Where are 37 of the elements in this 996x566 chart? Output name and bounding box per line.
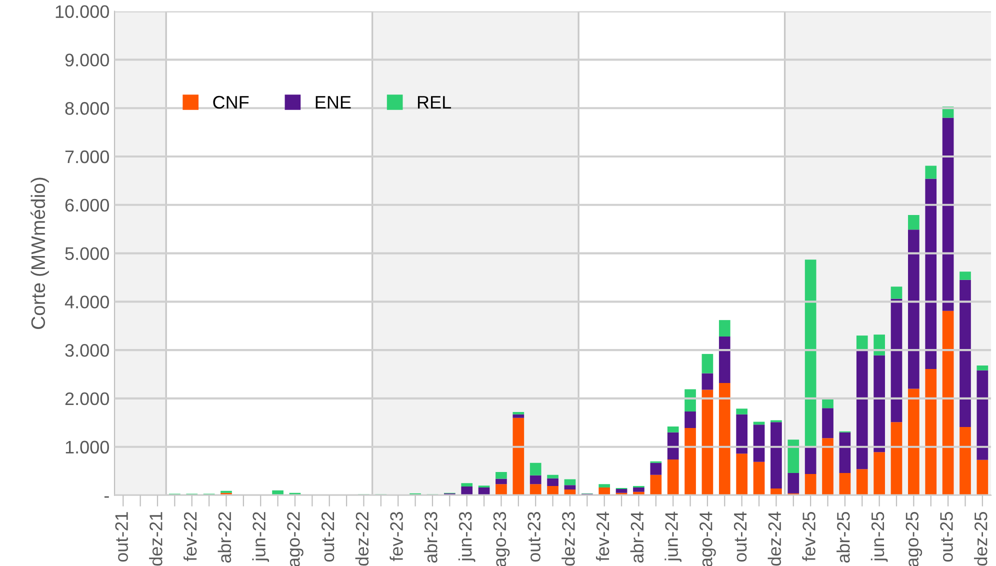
x-tick-label: fev-23: [390, 512, 403, 562]
x-tick-label: dez-21: [149, 512, 162, 566]
y-tick-label: 10.000: [56, 5, 109, 18]
y-tick-label: 3.000: [65, 344, 109, 357]
x-tick-label: jun-25: [870, 512, 888, 562]
x-tick-label: jun-22: [252, 512, 270, 562]
x-tick-label: dez-23: [562, 512, 575, 566]
x-tick-label: fev-22: [183, 512, 197, 562]
x-tick-label: out-25: [940, 512, 953, 562]
y-axis-title: Corte (MWmédio): [30, 178, 49, 329]
x-tick-label: out-24: [734, 512, 747, 562]
x-tick-label: abr-25: [836, 512, 850, 563]
y-tick-label: 5.000: [65, 247, 109, 260]
x-tick-label: dez-25: [974, 512, 988, 566]
y-tick-label: 6.000: [65, 198, 109, 212]
y-tick-label: 2.000: [65, 392, 109, 406]
legend-label: ENE: [316, 96, 351, 108]
y-tick-label: 7.000: [65, 150, 109, 164]
y-tick-label: 9.000: [65, 54, 109, 66]
legend-label: CNF: [213, 96, 249, 109]
x-tick-label: fev-25: [802, 512, 816, 562]
y-tick-label: 4.000: [64, 296, 109, 308]
x-tick-label: abr-24: [630, 512, 644, 563]
x-tick-label: dez-24: [768, 512, 782, 566]
x-tick-label: jun-23: [458, 512, 476, 562]
x-tick-label: out-22: [321, 512, 334, 562]
x-tick-label: abr-23: [424, 512, 438, 563]
x-tick-label: abr-22: [218, 512, 232, 563]
y-tick-label: -: [104, 496, 109, 498]
x-tick-label: dez-22: [355, 512, 369, 566]
legend-label: REL: [418, 96, 452, 108]
y-tick-label: 1.000: [66, 440, 109, 454]
x-tick-label: out-21: [115, 512, 128, 562]
x-tick-label: jun-24: [664, 512, 682, 562]
y-tick-label: 8.000: [65, 102, 109, 115]
x-tick-label: fev-24: [596, 512, 610, 562]
x-tick-label: out-23: [528, 512, 540, 562]
